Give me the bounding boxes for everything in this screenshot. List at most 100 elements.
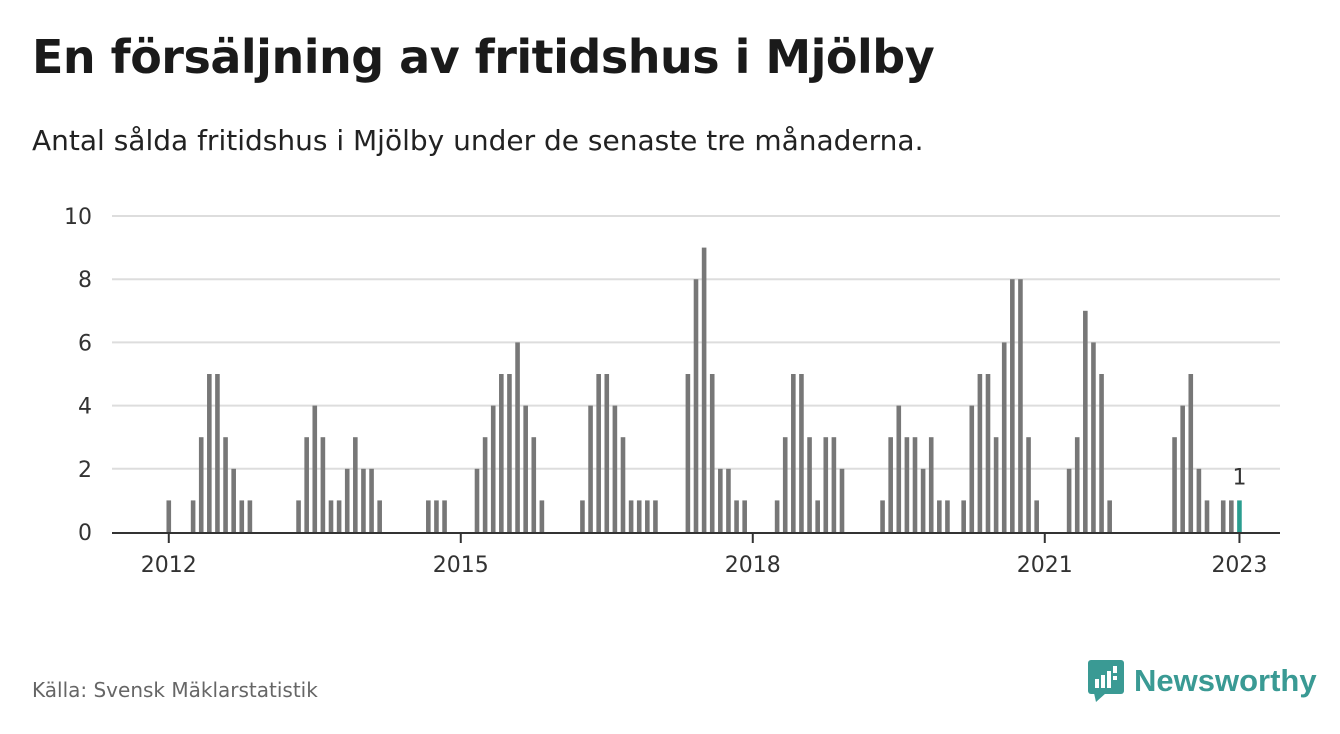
- chart-subtitle: Antal sålda fritidshus i Mjölby under de…: [32, 124, 924, 157]
- bar: [596, 374, 601, 532]
- bar: [653, 500, 658, 532]
- y-tick-label: 10: [64, 205, 92, 230]
- bar: [1180, 405, 1185, 532]
- bar: [823, 437, 829, 532]
- bar: [628, 500, 634, 532]
- bar: [993, 437, 999, 532]
- bar: [928, 437, 934, 532]
- bar: [734, 500, 739, 532]
- bar: [1107, 500, 1112, 532]
- bar: [937, 500, 942, 532]
- bar: [831, 437, 837, 532]
- bar: [336, 500, 342, 532]
- bar: [742, 500, 747, 532]
- bar: [985, 374, 991, 532]
- bar: [1010, 279, 1015, 532]
- bar: [612, 405, 618, 532]
- y-axis-ticks: 0 2 4 6 8 10: [64, 205, 92, 546]
- bar: [799, 374, 804, 532]
- bar: [888, 437, 893, 532]
- bar: [791, 374, 796, 532]
- bar: [442, 500, 447, 532]
- x-tick-label: 2021: [1017, 553, 1073, 578]
- bar: [880, 500, 885, 532]
- bar: [726, 468, 731, 532]
- bar: [304, 437, 309, 532]
- bar: [1026, 437, 1031, 532]
- bar: [588, 405, 593, 532]
- bar: [361, 468, 366, 532]
- y-tick-label: 4: [78, 395, 92, 420]
- bar: [1220, 500, 1226, 532]
- bar: [344, 468, 350, 532]
- bar: [701, 247, 707, 532]
- bar: [1196, 468, 1202, 532]
- x-tick-label: 2023: [1211, 553, 1267, 578]
- bar: [474, 468, 480, 532]
- bar-chart: 0 2 4 6 8 10 2012 2015 2018 2021 2023 1: [64, 205, 1280, 578]
- bar: [904, 437, 910, 532]
- bar: [580, 500, 585, 532]
- bar: [223, 437, 228, 532]
- bar: [1091, 342, 1096, 532]
- bar: [531, 437, 537, 532]
- bar: [490, 405, 496, 532]
- y-tick-label: 0: [78, 521, 92, 546]
- bar: [1034, 500, 1039, 532]
- bar: [1229, 500, 1234, 532]
- bar: [539, 500, 545, 532]
- bar: [507, 374, 512, 532]
- bar: [377, 500, 382, 532]
- bar: [1074, 437, 1080, 532]
- bar: [709, 374, 715, 532]
- y-tick-label: 2: [78, 458, 92, 483]
- bar: [685, 374, 691, 532]
- bar: [296, 500, 301, 532]
- bar: [482, 437, 488, 532]
- x-tick-label: 2015: [433, 553, 489, 578]
- bar: [198, 437, 204, 532]
- bar: [320, 437, 326, 532]
- bar: [1083, 310, 1088, 532]
- bar: [620, 437, 626, 532]
- bar: [1172, 437, 1177, 532]
- bar: [426, 500, 431, 532]
- chart-title: En försäljning av fritidshus i Mjölby: [32, 30, 935, 84]
- x-axis-ticks: 2012 2015 2018 2021 2023: [141, 533, 1267, 578]
- bar: [636, 500, 642, 532]
- bar: [215, 374, 220, 532]
- bar: [328, 500, 334, 532]
- bar: [231, 468, 236, 532]
- bar: [515, 342, 520, 532]
- bars: [166, 247, 1242, 532]
- bar: [896, 405, 902, 532]
- bar: [247, 500, 253, 532]
- bar: [207, 374, 212, 532]
- bar: [774, 500, 780, 532]
- bar: [434, 500, 439, 532]
- bar: [839, 468, 845, 532]
- bar: [1204, 500, 1210, 532]
- bar: [239, 500, 245, 532]
- bar: [815, 500, 820, 532]
- bar: [961, 500, 966, 532]
- newsworthy-icon: [1088, 660, 1124, 702]
- bar: [190, 500, 196, 532]
- bar: [523, 405, 528, 532]
- bar: [1099, 374, 1104, 532]
- bar: [718, 468, 723, 532]
- bar: [945, 500, 950, 532]
- highlight-bar: [1237, 500, 1242, 532]
- bar: [1001, 342, 1007, 532]
- brand-name: Newsworthy: [1134, 663, 1317, 698]
- bar: [969, 405, 975, 532]
- y-tick-label: 8: [78, 268, 92, 293]
- source-note: Källa: Svensk Mäklarstatistik: [32, 678, 318, 702]
- bar: [693, 279, 699, 532]
- bar: [645, 500, 650, 532]
- brand-logo: Newsworthy: [1088, 660, 1317, 702]
- bar: [604, 374, 610, 532]
- bar: [499, 374, 504, 532]
- bar: [1188, 374, 1194, 532]
- data-labels: 1: [1232, 465, 1246, 490]
